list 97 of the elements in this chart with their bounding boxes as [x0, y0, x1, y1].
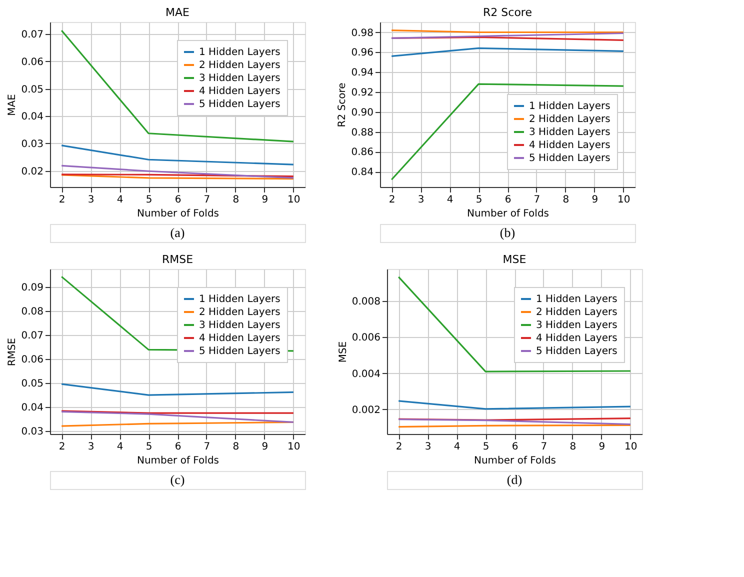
- x-tick-label: 10: [618, 194, 630, 206]
- x-tick-label: 8: [232, 194, 240, 206]
- y-tick-label: 0.92: [351, 88, 374, 99]
- text: (c): [170, 472, 185, 487]
- y-tick-label: 0.04: [21, 402, 44, 414]
- y-tick-label: 0.90: [351, 107, 374, 118]
- y-tick-label: 0.88: [351, 127, 374, 138]
- y-tick-label: 0.03: [21, 138, 44, 150]
- y-tick-label: 0.06: [21, 56, 44, 68]
- y-tick-label: 0.07: [21, 30, 44, 41]
- x-tick-label: 8: [562, 194, 570, 206]
- y-tick-label: 0.05: [21, 84, 44, 96]
- y-tick-label: 0.07: [21, 330, 44, 342]
- legend-label: 4 Hidden Layers: [199, 86, 280, 97]
- legend-label: 4 Hidden Layers: [536, 333, 618, 344]
- legend-label: 5 Hidden Layers: [199, 346, 280, 357]
- y-axis-title: RMSE: [7, 338, 18, 366]
- y-tick-label: 0.96: [351, 48, 374, 59]
- x-tick-label: 5: [482, 442, 490, 452]
- y-tick-label: 0.006: [352, 332, 380, 344]
- y-tick-label: 0.002: [352, 404, 380, 416]
- x-tick-label: 4: [116, 442, 124, 452]
- y-tick-label: 0.05: [21, 378, 44, 390]
- y-tick-label: 0.09: [21, 282, 44, 294]
- x-tick-label: 2: [396, 442, 402, 452]
- x-tick-label: 6: [512, 442, 518, 452]
- x-tick-label: 9: [598, 442, 606, 452]
- x-tick-label: 3: [88, 194, 94, 206]
- legend-label: 1 Hidden Layers: [199, 47, 280, 58]
- legend-label: 4 Hidden Layers: [529, 140, 610, 151]
- x-tick-label: 2: [58, 442, 66, 452]
- y-tick-label: 0.06: [21, 354, 44, 366]
- y-tick-label: 0.02: [21, 166, 44, 178]
- x-tick-label: 5: [146, 194, 152, 206]
- chart-title: MAE: [166, 6, 190, 19]
- chart-title: MSE: [502, 253, 526, 266]
- legend-label: 3 Hidden Layers: [529, 127, 610, 138]
- x-tick-label: 5: [146, 442, 152, 452]
- x-tick-label: 8: [232, 442, 240, 452]
- x-tick-label: 2: [388, 194, 396, 206]
- x-tick-label: 7: [540, 442, 548, 452]
- chart-title: R2 Score: [483, 6, 532, 19]
- legend-label: 1 Hidden Layers: [199, 294, 280, 305]
- legend-label: 1 Hidden Layers: [529, 101, 610, 112]
- y-axis-title: MSE: [338, 341, 349, 363]
- text: (a): [170, 225, 185, 240]
- legend-label: 2 Hidden Layers: [536, 307, 618, 318]
- x-tick-label: 2: [58, 194, 66, 206]
- x-tick-label: 7: [204, 442, 210, 452]
- x-tick-label: 3: [88, 442, 94, 452]
- x-tick-label: 6: [504, 194, 512, 206]
- legend-label: 5 Hidden Layers: [199, 99, 280, 110]
- text: (b): [500, 225, 516, 240]
- legend-label: 2 Hidden Layers: [199, 60, 280, 71]
- y-axis-title: R2 Score: [337, 82, 348, 128]
- x-tick-label: 9: [262, 442, 268, 452]
- text: (d): [506, 472, 522, 487]
- x-tick-label: 4: [446, 194, 454, 206]
- legend-label: 3 Hidden Layers: [199, 73, 280, 84]
- y-tick-label: 0.98: [351, 28, 374, 39]
- x-tick-label: 3: [424, 442, 432, 452]
- x-tick-label: 5: [476, 194, 482, 206]
- x-tick-label: 4: [116, 194, 124, 206]
- y-axis-title: MAE: [7, 94, 18, 116]
- y-tick-label: 0.04: [21, 112, 44, 123]
- x-tick-label: 10: [288, 442, 300, 452]
- x-tick-label: 10: [624, 442, 638, 452]
- x-tick-label: 9: [262, 194, 268, 206]
- legend-label: 2 Hidden Layers: [199, 307, 280, 318]
- legend-label: 5 Hidden Layers: [529, 153, 610, 164]
- x-axis-title: Number of Folds: [136, 456, 220, 466]
- legend-label: 4 Hidden Layers: [199, 333, 280, 344]
- y-tick-label: 0.08: [21, 306, 44, 318]
- y-tick-label: 0.008: [352, 296, 380, 308]
- legend-label: 1 Hidden Layers: [536, 294, 618, 305]
- x-tick-label: 6: [174, 194, 182, 206]
- x-tick-label: 3: [418, 194, 424, 206]
- legend-label: 3 Hidden Layers: [536, 320, 618, 331]
- x-axis-title: Number of Folds: [474, 456, 556, 466]
- x-tick-label: 9: [592, 194, 598, 206]
- legend-label: 5 Hidden Layers: [536, 346, 618, 357]
- x-axis-title: Number of Folds: [136, 208, 220, 220]
- y-tick-label: 0.84: [351, 167, 374, 178]
- x-tick-label: 4: [454, 442, 460, 452]
- y-tick-label: 0.94: [351, 68, 374, 79]
- legend-label: 2 Hidden Layers: [529, 114, 610, 125]
- legend-label: 3 Hidden Layers: [199, 320, 280, 331]
- x-tick-label: 7: [204, 194, 210, 206]
- x-tick-label: 6: [174, 442, 182, 452]
- y-tick-label: 0.86: [351, 147, 374, 158]
- x-axis-title: Number of Folds: [466, 208, 550, 220]
- y-tick-label: 0.03: [21, 426, 44, 438]
- chart-title: RMSE: [162, 253, 194, 266]
- x-tick-label: 10: [288, 194, 300, 206]
- x-tick-label: 7: [534, 194, 540, 206]
- y-tick-label: 0.004: [352, 368, 380, 380]
- x-tick-label: 8: [570, 442, 576, 452]
